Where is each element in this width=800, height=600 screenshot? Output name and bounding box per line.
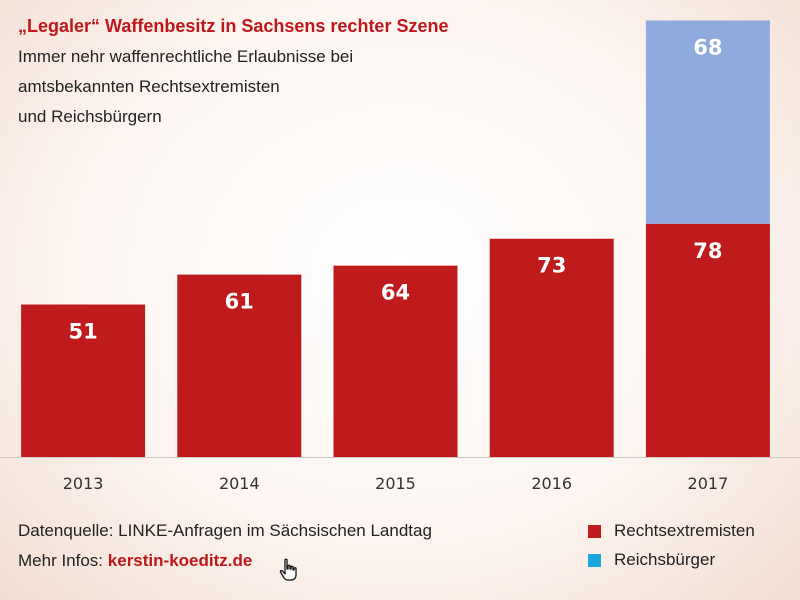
- more-info-line: Mehr Infos: kerstin-koeditz.de: [18, 551, 252, 571]
- bar-2017-series-1: [645, 20, 770, 224]
- legend-swatch-reichsbuerger: [588, 553, 601, 567]
- stacked-bar-chart: 51 2013 61 2014 64 2015 73 2016 78 68 2017: [0, 20, 800, 493]
- x-tick-label-2015: 2015: [375, 474, 416, 493]
- x-tick-label-2017: 2017: [688, 474, 729, 493]
- subtitle-line-2: amtsbekannten Rechtsextremisten: [18, 77, 280, 96]
- legend-label-rechtsextremisten: Rechtsextremisten: [614, 521, 755, 540]
- data-label-2015-series-0: 64: [381, 281, 410, 305]
- legend-label-reichsbuerger: Reichsbürger: [614, 550, 716, 569]
- bar-2017-series-0: [645, 223, 770, 457]
- subtitle-line-1: Immer nehr waffenrechtliche Erlaubnisse …: [18, 47, 354, 66]
- data-label-2014-series-0: 61: [225, 290, 254, 314]
- chart-title: „Legaler“ Waffenbesitz in Sachsens recht…: [18, 16, 449, 36]
- data-label-2013-series-0: 51: [68, 320, 97, 344]
- subtitle-line-3: und Reichsbürgern: [18, 107, 162, 126]
- bar-2015-series-0: [333, 265, 458, 457]
- data-label-2016-series-0: 73: [537, 254, 566, 278]
- x-tick-label-2013: 2013: [63, 474, 104, 493]
- bar-2016-series-0: [489, 238, 614, 457]
- data-label-2017-series-1: 68: [693, 35, 722, 59]
- x-tick-label-2016: 2016: [531, 474, 572, 493]
- bar-2014-series-0: [177, 274, 302, 457]
- more-info-link[interactable]: kerstin-koeditz.de: [107, 551, 253, 570]
- legend-swatch-rechtsextremisten: [588, 524, 601, 538]
- data-source-note: Datenquelle: LINKE-Anfragen im Sächsisch…: [18, 521, 432, 540]
- x-tick-label-2014: 2014: [219, 474, 260, 493]
- more-info-label: Mehr Infos:: [18, 551, 104, 570]
- bar-2013-series-0: [21, 304, 146, 457]
- legend-item-rechtsextremisten: Rechtsextremisten: [588, 520, 755, 542]
- hand-pointer-icon: [279, 558, 297, 581]
- data-label-2017-series-0: 78: [693, 239, 722, 263]
- legend-item-reichsbuerger: Reichsbürger: [588, 549, 715, 571]
